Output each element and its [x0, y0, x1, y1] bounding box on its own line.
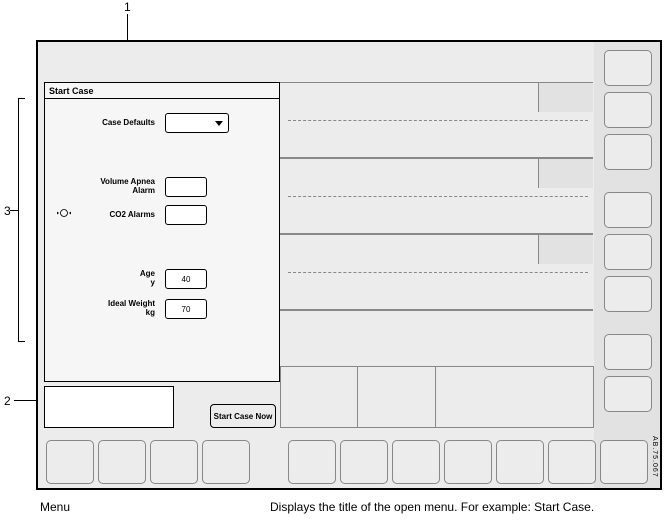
callout-2-label: 2: [4, 394, 11, 408]
volume-apnea-input[interactable]: [165, 177, 207, 197]
age-input[interactable]: 40: [165, 269, 207, 289]
ideal-weight-label: Ideal Weight kg: [85, 300, 155, 318]
case-defaults-label: Case Defaults: [85, 119, 155, 128]
co2-alarms-input[interactable]: [165, 205, 207, 225]
softkey-bottom-a1[interactable]: [46, 440, 94, 484]
softkey-bottom-b6[interactable]: [548, 440, 596, 484]
softkey-right-3[interactable]: [604, 134, 652, 170]
callout-3-bracket: [18, 98, 19, 342]
softkey-bottom-b3[interactable]: [392, 440, 440, 484]
caption-right: Displays the title of the open menu. For…: [270, 500, 594, 514]
lower-panel-div2: [358, 366, 436, 428]
softkey-right-6[interactable]: [604, 276, 652, 312]
waveform-panel-4: [278, 310, 593, 366]
volume-apnea-label: Volume Apnea Alarm: [85, 178, 155, 196]
case-defaults-dropdown[interactable]: [165, 113, 229, 133]
softkey-right-7[interactable]: [604, 334, 652, 370]
ideal-weight-value: 70: [182, 305, 191, 314]
callout-3-connector: [10, 210, 18, 211]
dashed-3: [288, 272, 588, 273]
softkey-bottom-b7[interactable]: [600, 440, 648, 484]
age-label: Age y: [85, 270, 155, 288]
start-case-now-button[interactable]: Start Case Now: [210, 404, 276, 428]
softkey-right-2[interactable]: [604, 92, 652, 128]
ideal-weight-input[interactable]: 70: [165, 299, 207, 319]
lower-panel-div1: [280, 366, 358, 428]
caption-left: Menu: [40, 500, 70, 514]
start-case-now-label: Start Case Now: [214, 412, 273, 421]
trackwheel-icon: [57, 206, 71, 220]
menu-title: Start Case: [45, 83, 279, 99]
dashed-2: [288, 196, 588, 197]
menu-title-text: Start Case: [49, 86, 94, 96]
value-box-3: [538, 234, 593, 264]
doc-id: AB.75.067: [651, 436, 658, 478]
softkey-bottom-a4[interactable]: [202, 440, 250, 484]
callout-1-label: 1: [124, 0, 131, 14]
softkey-right-4[interactable]: [604, 192, 652, 228]
softkey-right-5[interactable]: [604, 234, 652, 270]
co2-alarms-label: CO2 Alarms: [85, 211, 155, 220]
softkey-bottom-a2[interactable]: [98, 440, 146, 484]
softkey-bottom-b1[interactable]: [288, 440, 336, 484]
dashed-1: [288, 120, 588, 121]
callout-3-label: 3: [4, 204, 11, 218]
softkey-right-1[interactable]: [604, 50, 652, 86]
age-value: 40: [182, 275, 191, 284]
value-box-2: [538, 158, 593, 188]
menu-panel: Start Case Case Defaults Volume Apnea Al…: [44, 82, 280, 382]
softkey-bottom-b2[interactable]: [340, 440, 388, 484]
softkey-bottom-b4[interactable]: [444, 440, 492, 484]
device-frame: Start Case Case Defaults Volume Apnea Al…: [36, 40, 662, 490]
message-box: [44, 386, 174, 428]
softkey-bottom-b5[interactable]: [496, 440, 544, 484]
value-box-1: [538, 82, 593, 112]
softkey-bottom-a3[interactable]: [150, 440, 198, 484]
softkey-right-8[interactable]: [604, 376, 652, 412]
